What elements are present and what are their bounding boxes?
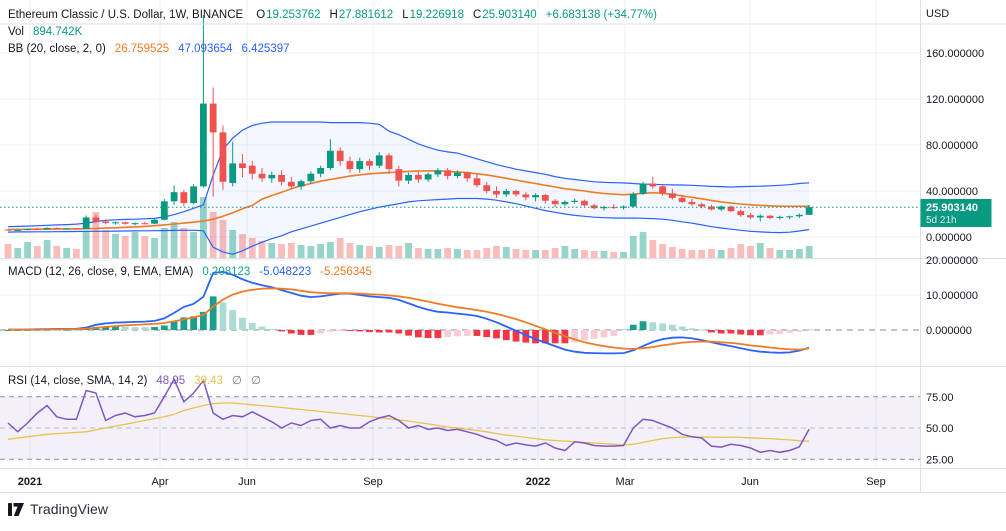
high-pair: H 27.881612 — [330, 8, 394, 22]
svg-text:160.000000: 160.000000 — [926, 48, 984, 60]
svg-text:Apr: Apr — [151, 476, 168, 488]
tradingview-brand-text: TradingView — [30, 501, 109, 517]
time-scale[interactable]: 2021 Apr Jun Sep 2022 Mar Jun Sep — [18, 476, 886, 488]
svg-text:2022: 2022 — [526, 476, 550, 488]
svg-text:25.903140: 25.903140 — [926, 202, 978, 214]
open-pair: O 19.253762 — [256, 8, 320, 22]
bb-label[interactable]: BB (20, close, 2, 0) — [8, 43, 106, 55]
macd-pane — [4, 270, 813, 355]
close-pair: C 25.903140 — [473, 8, 537, 22]
svg-text:Sep: Sep — [363, 476, 383, 488]
rsi-label[interactable]: RSI (14, close, SMA, 14, 2) — [8, 375, 148, 387]
rsi-empty-value-2: ∅ — [250, 375, 261, 387]
svg-text:120.000000: 120.000000 — [926, 94, 984, 106]
low-pair: L 19.226918 — [402, 8, 464, 22]
svg-text:10.000000: 10.000000 — [926, 290, 978, 302]
volume-legend: Vol 894.742K — [8, 25, 82, 39]
bb-upper-value: 47.093654 — [178, 43, 233, 55]
volume-value: 894.742K — [33, 26, 83, 38]
change-value: +6.683138 (+34.77%) — [545, 9, 657, 21]
macd-hist-value: 0.208123 — [202, 266, 251, 278]
svg-text:Mar: Mar — [616, 476, 635, 488]
svg-text:80.000000: 80.000000 — [926, 140, 978, 152]
tradingview-brand[interactable]: TradingView — [8, 501, 108, 517]
svg-text:Jun: Jun — [238, 476, 256, 488]
bb-lower-value: 6.425397 — [241, 43, 290, 55]
candles-layer — [4, 15, 813, 231]
open-value: 19.253762 — [266, 9, 321, 21]
low-label: L — [402, 9, 409, 21]
tradingview-logo-icon — [8, 502, 24, 516]
svg-text:Jun: Jun — [741, 476, 759, 488]
symbol-title[interactable]: Ethereum Classic / U.S. Dollar, 1W, BINA… — [8, 9, 244, 21]
grid-lines — [0, 0, 920, 468]
svg-text:75.00: 75.00 — [926, 392, 954, 404]
svg-text:Sep: Sep — [866, 476, 886, 488]
svg-text:50.00: 50.00 — [926, 423, 954, 435]
price-scale[interactable]: USD 160.000000 120.000000 80.000000 40.00000… — [926, 8, 984, 466]
close-value: 25.903140 — [482, 9, 537, 21]
bb-fill — [8, 122, 810, 255]
volume-label[interactable]: Vol — [8, 26, 24, 38]
high-label: H — [329, 9, 338, 21]
pane-separators — [0, 0, 1006, 493]
rsi-pane — [7, 377, 810, 454]
high-value: 27.881612 — [338, 9, 394, 21]
svg-text:5d 21h: 5d 21h — [926, 215, 957, 226]
svg-text:0.000000: 0.000000 — [926, 232, 972, 244]
macd-legend: MACD (12, 26, close, 9, EMA, EMA) 0.2081… — [8, 265, 372, 279]
bb-basis-value: 26.759525 — [114, 43, 170, 55]
rsi-value: 48.95 — [156, 375, 186, 387]
svg-text:USD: USD — [926, 8, 949, 20]
svg-text:40.000000: 40.000000 — [926, 186, 978, 198]
macd-signal-value: -5.256345 — [320, 266, 372, 278]
bb-legend: BB (20, close, 2, 0) 26.759525 47.093654… — [8, 42, 290, 56]
low-value: 19.226918 — [409, 9, 464, 21]
volume-bars — [4, 197, 813, 258]
rsi-empty-value-1: ∅ — [231, 375, 242, 387]
macd-line-value: -5.048223 — [259, 266, 312, 278]
macd-label[interactable]: MACD (12, 26, close, 9, EMA, EMA) — [8, 266, 194, 278]
open-label: O — [256, 9, 266, 21]
rsi-sma-value: 39.43 — [194, 375, 223, 387]
main-legend: Ethereum Classic / U.S. Dollar, 1W, BINA… — [8, 8, 657, 22]
rsi-legend: RSI (14, close, SMA, 14, 2) 48.95 39.43 … — [8, 374, 261, 388]
svg-text:2021: 2021 — [18, 476, 42, 488]
svg-text:0.000000: 0.000000 — [926, 325, 972, 337]
svg-text:25.00: 25.00 — [926, 454, 954, 466]
svg-text:20.000000: 20.000000 — [926, 255, 978, 267]
close-label: C — [472, 9, 482, 21]
